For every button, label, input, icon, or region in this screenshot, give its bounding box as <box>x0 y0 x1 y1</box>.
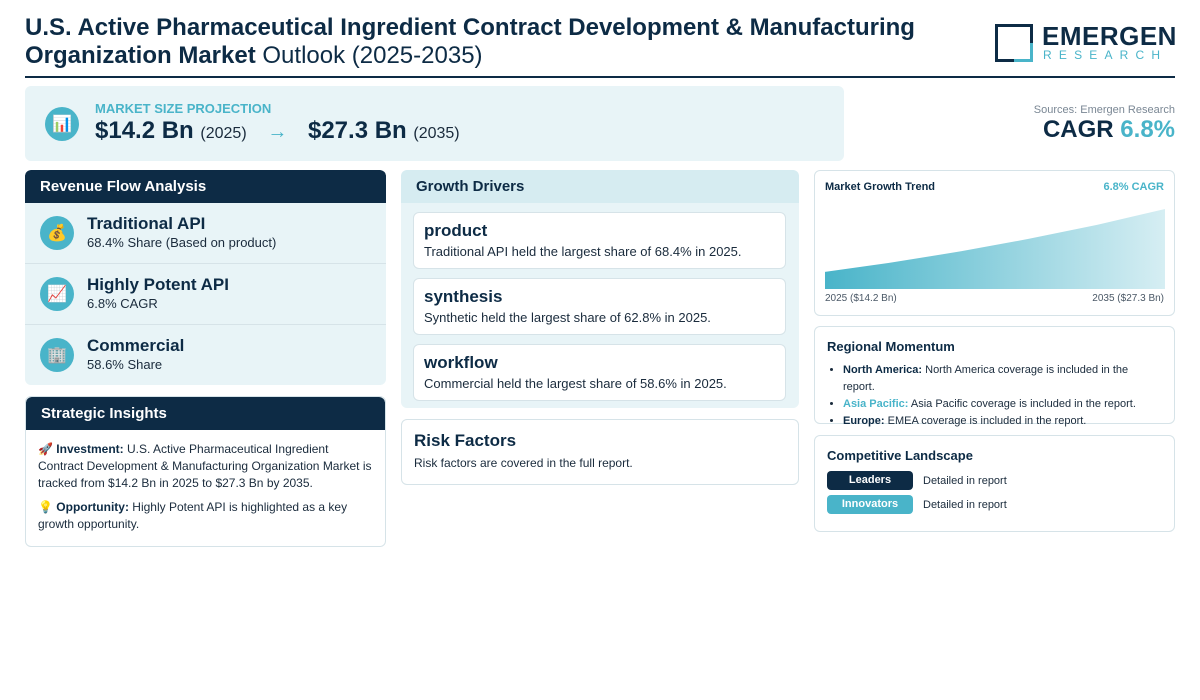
chart-icon: 📊 <box>45 107 79 141</box>
revenue-item-title: Commercial <box>87 336 185 355</box>
revenue-item-subtitle: 6.8% CAGR <box>87 296 158 311</box>
opportunity-text: Highly Potent API is highlighted as a ke… <box>38 500 348 531</box>
trend-up-icon: 📈 <box>40 277 74 311</box>
arrow-right-icon: → <box>267 121 288 143</box>
driver-text: Traditional API held the largest share o… <box>424 244 742 259</box>
competitive-row-text: Detailed in report <box>923 498 1007 511</box>
regional-title: Regional Momentum <box>827 339 955 354</box>
money-bag-icon: 💰 <box>40 216 74 250</box>
start-value: $14.2 Bn <box>95 117 194 144</box>
driver-title: product <box>424 221 488 240</box>
cagr-label: CAGR <box>1042 116 1114 143</box>
chart-title: Market Growth Trend <box>825 181 936 193</box>
investment-text: U.S. Active Pharmaceutical Ingredient Co… <box>38 442 372 490</box>
end-value: $27.3 Bn <box>307 117 407 144</box>
region-name: Europe: <box>843 415 885 427</box>
revenue-item-title: Traditional API <box>87 214 206 233</box>
market-growth-trend-chart: Market Growth Trend 6.8% CAGR 2025 ($14.… <box>814 170 1175 316</box>
end-year: (2035) <box>413 125 460 142</box>
regional-list: North America: North America coverage is… <box>827 362 1162 430</box>
region-text: Asia Pacific coverage is included in the… <box>910 398 1136 410</box>
competitive-row-text: Detailed in report <box>923 474 1007 487</box>
investment-label: Investment: <box>56 442 124 456</box>
region-text: North America coverage is included in th… <box>843 364 1129 393</box>
sources-note: Sources: Emergen Research <box>1033 104 1175 116</box>
logo-main-text: EMERGEN <box>1042 21 1177 51</box>
logo-sub-text: RESEARCH <box>1043 48 1168 62</box>
regional-momentum-panel: Regional Momentum North America: North A… <box>814 326 1175 427</box>
region-name: Asia Pacific: <box>843 398 909 410</box>
region-north-america: North America: North America coverage is… <box>843 362 1162 396</box>
risk-factors-panel: Risk Factors Risk factors are covered in… <box>401 419 799 485</box>
driver-card-product: product Traditional API held the largest… <box>413 212 786 269</box>
region-europe: Europe: EMEA coverage is included in the… <box>843 413 1162 430</box>
driver-title: synthesis <box>424 287 503 306</box>
revenue-heading: Revenue Flow Analysis <box>25 170 386 203</box>
region-asia-pacific: Asia Pacific: Asia Pacific coverage is i… <box>843 396 1162 413</box>
start-year: (2025) <box>200 125 247 142</box>
driver-text: Synthetic held the largest share of 62.8… <box>424 310 711 325</box>
report-header: U.S. Active Pharmaceutical Ingredient Co… <box>25 14 1176 78</box>
rocket-icon: 🚀 <box>38 442 53 456</box>
logo-mark-icon <box>995 24 1033 62</box>
cagr-value: 6.8% <box>1120 116 1175 143</box>
driver-title: workflow <box>424 353 498 372</box>
revenue-flow-panel: Revenue Flow Analysis 💰 Traditional API … <box>25 170 386 385</box>
lightbulb-icon: 💡 <box>38 500 53 514</box>
cagr-summary: CAGR 6.8% <box>1043 116 1175 144</box>
projection-values: $14.2 Bn (2025) → $27.3 Bn (2035) <box>95 117 460 145</box>
emergen-logo: EMERGEN RESEARCH <box>995 21 1176 64</box>
innovators-badge: Innovators <box>827 495 913 514</box>
opportunity-insight: 💡 Opportunity: Highly Potent API is high… <box>38 499 373 533</box>
strategic-insights-panel: Strategic Insights 🚀 Investment: U.S. Ac… <box>25 396 386 547</box>
revenue-item-traditional-api: 💰 Traditional API 68.4% Share (Based on … <box>25 203 386 264</box>
opportunity-label: Opportunity: <box>56 500 129 514</box>
chart-cagr: 6.8% CAGR <box>1103 181 1164 193</box>
projection-label: MARKET SIZE PROJECTION <box>95 101 272 116</box>
revenue-item-title: Highly Potent API <box>87 275 229 294</box>
region-text: EMEA coverage is included in the report. <box>887 415 1087 427</box>
region-name: North America: <box>843 364 923 376</box>
revenue-item-subtitle: 58.6% Share <box>87 357 163 372</box>
competitive-row-leaders: Leaders Detailed in report <box>827 471 1162 490</box>
drivers-heading: Growth Drivers <box>401 170 799 203</box>
title-bold: U.S. Active Pharmaceutical Ingredient Co… <box>25 14 915 69</box>
competitive-title: Competitive Landscape <box>827 448 973 463</box>
trend-area <box>825 209 1165 289</box>
driver-text: Commercial held the largest share of 58.… <box>424 376 727 391</box>
chart-end-label: 2035 ($27.3 Bn) <box>1092 293 1164 304</box>
driver-card-workflow: workflow Commercial held the largest sha… <box>413 344 786 401</box>
driver-card-synthesis: synthesis Synthetic held the largest sha… <box>413 278 786 335</box>
competitive-landscape-panel: Competitive Landscape Leaders Detailed i… <box>814 435 1175 532</box>
insights-body: 🚀 Investment: U.S. Active Pharmaceutical… <box>26 430 385 546</box>
competitive-row-innovators: Innovators Detailed in report <box>827 495 1162 514</box>
trend-area-chart <box>825 209 1165 289</box>
risk-title: Risk Factors <box>414 431 517 450</box>
chart-start-label: 2025 ($14.2 Bn) <box>825 293 897 304</box>
growth-drivers-panel: Growth Drivers product Traditional API h… <box>401 170 799 408</box>
building-icon: 🏢 <box>40 338 74 372</box>
insights-heading: Strategic Insights <box>26 397 385 430</box>
market-size-projection: 📊 MARKET SIZE PROJECTION $14.2 Bn (2025)… <box>25 86 844 161</box>
risk-text: Risk factors are covered in the full rep… <box>414 456 633 470</box>
revenue-item-subtitle: 68.4% Share (Based on product) <box>87 235 277 250</box>
title-rest: Outlook (2025-2035) <box>262 42 483 69</box>
revenue-item-commercial: 🏢 Commercial 58.6% Share <box>25 325 386 385</box>
investment-insight: 🚀 Investment: U.S. Active Pharmaceutical… <box>38 441 373 492</box>
leaders-badge: Leaders <box>827 471 913 490</box>
page-title: U.S. Active Pharmaceutical Ingredient Co… <box>25 14 955 70</box>
revenue-item-highly-potent-api: 📈 Highly Potent API 6.8% CAGR <box>25 264 386 325</box>
